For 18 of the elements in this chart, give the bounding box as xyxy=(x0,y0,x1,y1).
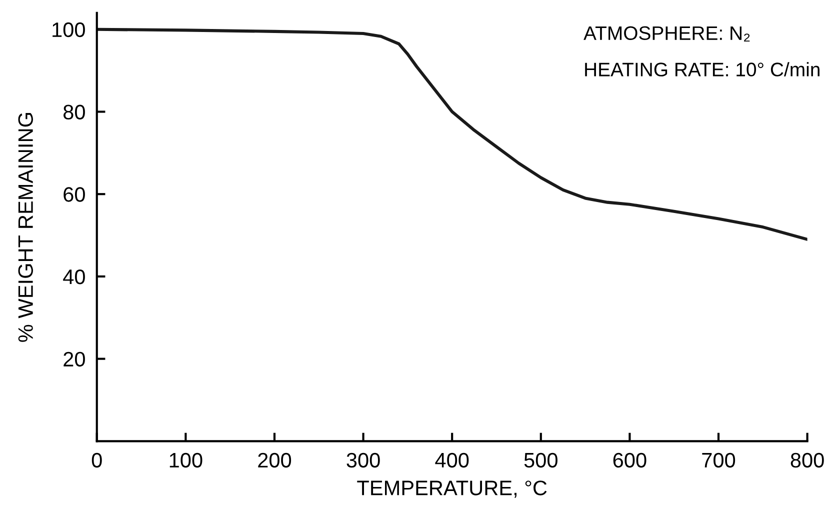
annotation: HEATING RATE: 10° C/min xyxy=(585,62,820,76)
x-tick-label: 200 xyxy=(258,452,292,468)
x-tick-label: 700 xyxy=(702,452,736,468)
y-tick-label: 80 xyxy=(64,104,85,120)
x-tick-label: 800 xyxy=(790,452,824,468)
x-tick-label: 400 xyxy=(435,452,469,468)
annotation: ATMOSPHERE: N₂ xyxy=(584,26,750,42)
y-tick-label: 20 xyxy=(64,352,85,367)
x-tick-label: 0 xyxy=(92,452,102,468)
y-tick-label: 60 xyxy=(64,187,85,202)
x-tick-label: 300 xyxy=(346,452,380,468)
y-tick-label: 40 xyxy=(63,269,85,284)
y-tick-label: 100 xyxy=(52,22,85,38)
x-tick-label: 100 xyxy=(170,452,202,468)
x-axis-title: TEMPERATURE, °C xyxy=(357,480,547,498)
x-tick-label: 500 xyxy=(524,452,558,468)
y-axis-title: % WEIGHT REMAINING xyxy=(18,113,33,342)
x-tick-label: 600 xyxy=(613,452,646,468)
